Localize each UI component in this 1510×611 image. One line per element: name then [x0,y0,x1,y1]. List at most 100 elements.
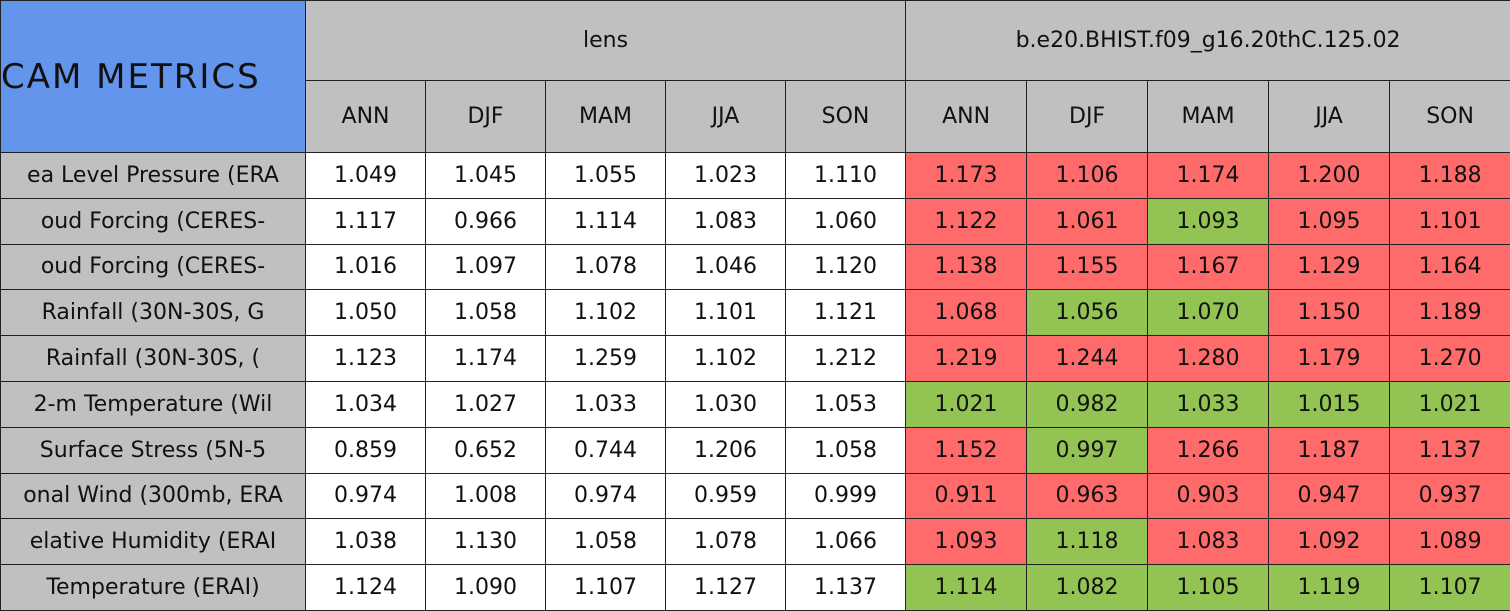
lens-cell: 1.058 [784,426,907,474]
lens-cell: 1.114 [545,197,666,245]
case-cell: 1.061 [1026,197,1149,245]
row-label: Surface Stress (5N-5 [0,426,306,474]
case-cell: 1.164 [1389,243,1510,291]
case-cell: 1.137 [1389,426,1510,474]
case-cell: 1.152 [905,426,1028,474]
case-cell: 1.101 [1389,197,1510,245]
lens-cell: 1.137 [784,564,907,611]
season-header: SON [784,80,907,153]
header-row: CAM METRICS lens b.e20.BHIST.f09_g16.20thC… [0,0,1510,153]
lens-cell: 1.060 [784,197,907,245]
lens-cell: 1.101 [665,289,786,337]
case-cell: 1.138 [905,243,1028,291]
lens-cell: 1.206 [665,426,786,474]
data-row: oud Forcing (CERES- 1.117 0.966 1.114 1.083 1… [0,197,1510,245]
season-header: JJA [1268,80,1391,153]
lens-cell: 1.034 [305,380,426,428]
season-header: SON [1389,80,1510,153]
lens-cell: 0.974 [545,472,666,520]
lens-cell: 1.174 [425,335,546,382]
lens-cell: 1.053 [784,380,907,428]
case-cell: 1.122 [905,197,1028,245]
case-cell: 0.947 [1268,472,1391,520]
lens-cell: 1.038 [305,518,426,566]
case-cell: 1.189 [1389,289,1510,337]
case-cell: 1.270 [1389,335,1510,382]
data-row: elative Humidity (ERAI 1.038 1.130 1.058 1.0… [0,518,1510,566]
case-cell: 1.093 [1147,197,1270,245]
case-cell: 0.911 [905,472,1028,520]
row-label: Temperature (ERAI) [0,564,306,611]
lens-cell: 1.123 [305,335,426,382]
lens-cell: 1.127 [665,564,786,611]
season-row: ANN DJF MAM JJA SON ANN DJF MAM JJA SON [1,80,1510,153]
lens-cell: 1.046 [665,243,786,291]
data-row: Rainfall (30N-30S, (1.123 1.174 1.259 1.102… [0,335,1510,382]
season-header: DJF [1026,80,1149,153]
case-cell: 1.118 [1026,518,1149,566]
row-label: elative Humidity (ERAI [0,518,306,566]
lens-cell: 1.117 [305,197,426,245]
lens-cell: 1.055 [545,152,666,199]
lens-cell: 1.033 [545,380,666,428]
case-cell: 1.188 [1389,152,1510,199]
row-label: onal Wind (300mb, ERA [0,472,306,520]
data-row: 2-m Temperature (Wil 1.034 1.027 1.033 1.030… [0,380,1510,428]
season-header: MAM [1147,80,1270,153]
lens-cell: 1.058 [425,289,546,337]
data-row: ea Level Pressure (ERA 1.049 1.045 1.055 1.0… [0,152,1510,199]
case-cell: 1.015 [1268,380,1391,428]
case-cell: 1.167 [1147,243,1270,291]
case-cell: 1.021 [1389,380,1510,428]
lens-cell: 1.212 [784,335,907,382]
lens-cell: 1.066 [784,518,907,566]
lens-cell: 0.959 [665,472,786,520]
lens-cell: 0.859 [305,426,426,474]
lens-cell: 1.083 [665,197,786,245]
case-cell: 1.280 [1147,335,1270,382]
case-cell: 0.903 [1147,472,1270,520]
case-cell: 1.266 [1147,426,1270,474]
case-cell: 1.033 [1147,380,1270,428]
table-title: CAM METRICS [0,0,306,153]
lens-cell: 1.130 [425,518,546,566]
data-row: onal Wind (300mb, ERA 0.974 1.008 0.974 0.95… [0,472,1510,520]
case-cell: 1.068 [905,289,1028,337]
lens-cell: 1.078 [665,518,786,566]
case-cell: 1.173 [905,152,1028,199]
case-cell: 1.083 [1147,518,1270,566]
lens-cell: 1.102 [545,289,666,337]
lens-cell: 1.030 [665,380,786,428]
data-row: Rainfall (30N-30S, G 1.050 1.058 1.102 1.101… [0,289,1510,337]
season-header: ANN [905,80,1028,153]
lens-cell: 1.008 [425,472,546,520]
lens-cell: 1.107 [545,564,666,611]
case-cell: 1.119 [1268,564,1391,611]
case-cell: 1.219 [905,335,1028,382]
row-label: Rainfall (30N-30S, G [0,289,306,337]
case-cell: 1.107 [1389,564,1510,611]
case-cell: 1.056 [1026,289,1149,337]
case-cell: 1.179 [1268,335,1391,382]
case-cell: 0.982 [1026,380,1149,428]
case-cell: 1.200 [1268,152,1391,199]
lens-cell: 1.078 [545,243,666,291]
case-cell: 1.129 [1268,243,1391,291]
lens-cell: 1.110 [784,152,907,199]
case-cell: 1.021 [905,380,1028,428]
lens-cell: 1.045 [425,152,546,199]
lens-cell: 1.090 [425,564,546,611]
case-cell: 1.244 [1026,335,1149,382]
lens-cell: 1.102 [665,335,786,382]
case-cell: 0.937 [1389,472,1510,520]
group-header: lens [304,0,907,81]
lens-cell: 0.966 [425,197,546,245]
row-label: Rainfall (30N-30S, ( [0,335,306,382]
lens-cell: 1.058 [545,518,666,566]
lens-cell: 0.652 [425,426,546,474]
group-header: b.e20.BHIST.f09_g16.20thC.125.02 [905,0,1510,81]
case-cell: 1.082 [1026,564,1149,611]
case-cell: 1.092 [1268,518,1391,566]
row-label: 2-m Temperature (Wil [0,380,306,428]
